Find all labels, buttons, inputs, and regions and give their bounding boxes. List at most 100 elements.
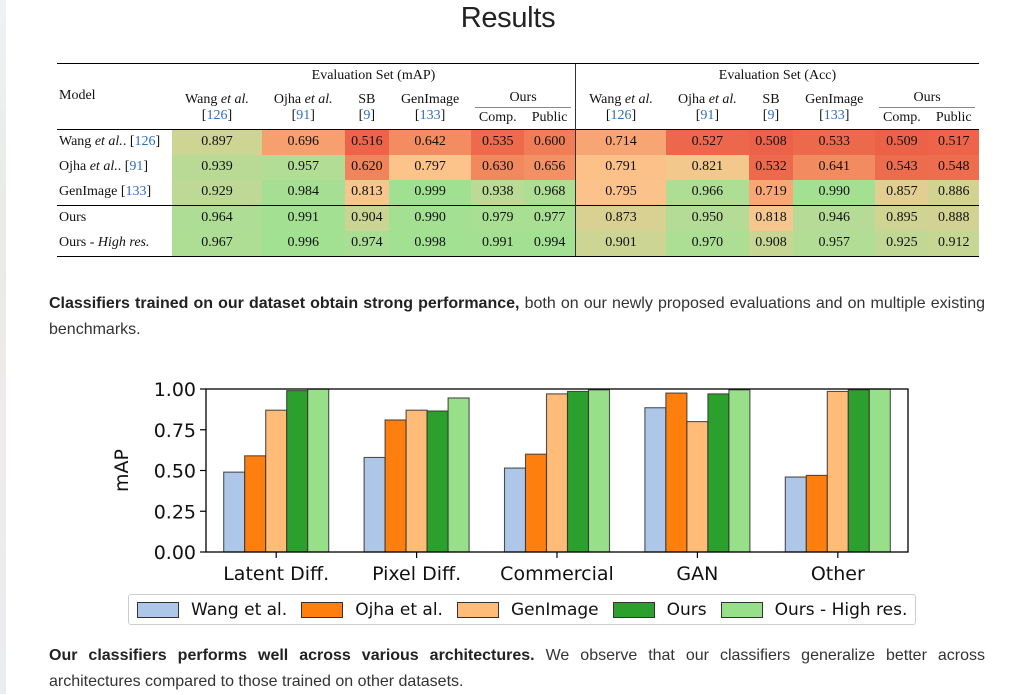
table-cell: 0.696 bbox=[261, 128, 345, 155]
row-model-name: Ours - High res. bbox=[57, 230, 172, 257]
table-cell: 0.925 bbox=[875, 230, 929, 257]
table-cell: 0.996 bbox=[261, 230, 345, 257]
bar-ours-high-res--pixel-diff- bbox=[447, 397, 470, 553]
bar-wang-et-al--latent-diff- bbox=[223, 471, 246, 553]
table-cell: 0.991 bbox=[261, 204, 345, 231]
table-cell: 0.964 bbox=[172, 204, 262, 231]
table-cell: 0.974 bbox=[344, 230, 390, 257]
citation-link[interactable]: 133 bbox=[823, 107, 845, 123]
bar-ours-commercial bbox=[566, 390, 590, 553]
model-name-italic: High res. bbox=[97, 235, 150, 250]
table-cell: 0.957 bbox=[793, 230, 876, 257]
column-header: Ojha et al. bbox=[262, 88, 345, 108]
bar-ours-high-res--other bbox=[868, 388, 891, 553]
table-cell: 0.967 bbox=[172, 230, 262, 257]
table-cell: 0.857 bbox=[875, 179, 929, 205]
table-cell: 0.999 bbox=[389, 179, 472, 205]
bar-ours-gan bbox=[707, 393, 730, 553]
citation-link[interactable]: 9 bbox=[767, 107, 775, 123]
table-cell: 0.984 bbox=[261, 179, 345, 205]
bar-ojha-et-al--gan bbox=[665, 392, 688, 553]
column-citation: [133] bbox=[414, 107, 446, 123]
table-cell: 0.888 bbox=[928, 204, 979, 231]
table-cell: 0.535 bbox=[471, 128, 525, 155]
bar-ours-other bbox=[847, 389, 870, 553]
left-edge-strip bbox=[0, 0, 6, 694]
table-cell: 0.516 bbox=[344, 128, 390, 155]
model-name: Ours bbox=[59, 210, 87, 225]
table-cell: 0.818 bbox=[748, 204, 794, 231]
table-cell: 0.543 bbox=[875, 154, 929, 180]
table-cell: 0.939 bbox=[172, 154, 262, 180]
paragraph-architectures: Our classifiers performs well across var… bbox=[49, 643, 985, 695]
table-row: Ours - High res. 0.967 0.996 0.974 0.998 0.99… bbox=[57, 230, 979, 257]
column-header: SB bbox=[345, 88, 389, 108]
ours-group-header: Ours bbox=[875, 88, 979, 108]
citation-link[interactable]: 91 bbox=[296, 107, 311, 123]
y-tick-label: 0.50 bbox=[154, 461, 196, 483]
column-header: Wang et al. bbox=[574, 87, 667, 108]
table-cell: 0.532 bbox=[748, 154, 794, 180]
column-header: Wang et al. bbox=[172, 88, 262, 108]
citation-link[interactable]: 133 bbox=[125, 184, 147, 199]
table-cell: 0.998 bbox=[389, 230, 472, 257]
citation-link[interactable]: 126 bbox=[134, 134, 156, 149]
table-cell: 0.990 bbox=[389, 204, 472, 231]
column-header: GenImage bbox=[793, 88, 875, 108]
column-name-italic: et al. bbox=[220, 91, 249, 107]
table-cell: 0.886 bbox=[928, 179, 979, 205]
legend-label: GenImage bbox=[510, 599, 599, 620]
paragraph-body: both on our newly proposed evaluations a… bbox=[49, 295, 985, 338]
model-header: Model bbox=[57, 63, 172, 129]
legend-swatch bbox=[301, 601, 344, 618]
bar-ours-high-res--latent-diff- bbox=[307, 388, 330, 553]
legend-item: Ojha et al. bbox=[301, 600, 443, 620]
legend-item: Ours - High res. bbox=[720, 600, 907, 620]
row-model-name: Ours bbox=[57, 204, 172, 231]
bar-genimage-pixel-diff- bbox=[405, 409, 428, 553]
table-row: GenImage [133] 0.929 0.984 0.813 0.999 0.938 0… bbox=[57, 179, 979, 205]
citation-link[interactable]: 91 bbox=[700, 107, 715, 123]
results-table: Model Evaluation Set (mAP) Evaluation Se… bbox=[57, 63, 979, 257]
paragraph-lead: Our classifiers performs well across var… bbox=[49, 647, 535, 664]
table-cell: 0.620 bbox=[344, 154, 390, 180]
bar-wang-et-al--other bbox=[784, 476, 807, 553]
citation-link[interactable]: 133 bbox=[419, 107, 441, 123]
table-cell: 0.979 bbox=[471, 204, 525, 231]
table-cell: 0.908 bbox=[748, 230, 794, 257]
table-cell: 0.795 bbox=[574, 179, 667, 205]
row-model-name: Ojha et al.. [91] bbox=[59, 159, 149, 174]
y-tick-label: 1.00 bbox=[154, 379, 196, 401]
legend-item: Ours bbox=[612, 600, 707, 620]
bar-ojha-et-al--pixel-diff- bbox=[384, 419, 407, 553]
legend-swatch bbox=[612, 601, 655, 618]
ours-subheader: Comp. bbox=[883, 110, 921, 125]
group-header-acc: Evaluation Set (Acc) bbox=[574, 63, 979, 88]
column-citation: [126] bbox=[574, 107, 667, 129]
table-cell: 0.791 bbox=[574, 154, 667, 180]
legend-swatch bbox=[137, 601, 179, 618]
column-name: Ojha bbox=[273, 91, 305, 107]
column-name-italic: et al. bbox=[624, 91, 653, 107]
table-cell: 0.901 bbox=[574, 230, 667, 257]
bar-ours-high-res--gan bbox=[728, 389, 751, 553]
citation-link[interactable]: 9 bbox=[363, 107, 371, 123]
table-cell: 0.630 bbox=[471, 154, 525, 180]
row-model-name: GenImage [133] bbox=[59, 184, 152, 199]
citation-link[interactable]: 126 bbox=[610, 107, 632, 123]
bar-wang-et-al--pixel-diff- bbox=[363, 456, 386, 553]
paragraph-strong-performance: Classifiers trained on our dataset obtai… bbox=[49, 291, 985, 343]
column-name: Wang bbox=[185, 91, 221, 107]
table-cell: 0.600 bbox=[524, 128, 576, 155]
column-citation: [133] bbox=[819, 107, 850, 123]
model-name-italic: et al. bbox=[94, 134, 123, 149]
table-cell: 0.508 bbox=[748, 128, 794, 155]
table-cell: 0.990 bbox=[793, 179, 876, 205]
table-cell: 0.517 bbox=[928, 128, 979, 155]
citation-link[interactable]: 91 bbox=[129, 159, 144, 174]
citation-link[interactable]: 126 bbox=[206, 107, 228, 123]
table-cell: 0.929 bbox=[172, 179, 262, 205]
bar-ojha-et-al--latent-diff- bbox=[244, 455, 267, 553]
table-cell: 0.938 bbox=[471, 179, 525, 205]
paragraph-body: We observe that our classifiers generali… bbox=[49, 647, 985, 690]
